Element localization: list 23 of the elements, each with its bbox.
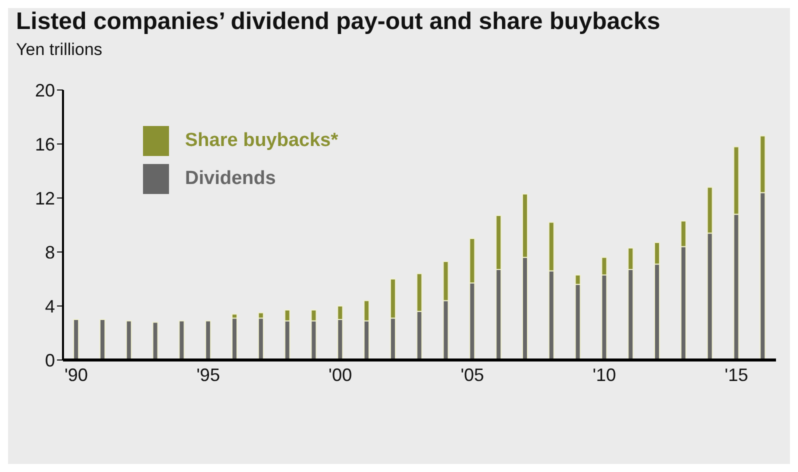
- y-tick-label: 20: [34, 80, 55, 100]
- bar: [73, 319, 80, 360]
- legend-label: Share buybacks*: [185, 130, 338, 152]
- bar: [126, 320, 132, 360]
- y-tick-label: 0: [44, 350, 55, 370]
- y-tick-label: 16: [34, 134, 55, 154]
- bar: [232, 318, 238, 360]
- x-tick-label: '00: [328, 364, 352, 385]
- x-tick-label: '10: [592, 364, 616, 385]
- legend-label: Dividends: [185, 168, 276, 190]
- bar: [99, 319, 106, 360]
- bar: [205, 320, 212, 360]
- x-tick-label: '15: [724, 364, 748, 385]
- y-tick-label: 4: [44, 296, 55, 316]
- y-tick-label: 12: [34, 188, 55, 208]
- x-tick-label: '90: [64, 364, 88, 385]
- x-tick-label: '95: [196, 364, 220, 385]
- x-tick-label: '05: [460, 364, 484, 385]
- bar: [152, 322, 158, 360]
- chart-title: Listed companies’ dividend pay-out and share buybacks: [16, 8, 660, 36]
- y-tick-label: 8: [44, 242, 55, 262]
- bar: [178, 320, 185, 360]
- y-axis-title: Yen trillions: [16, 40, 102, 60]
